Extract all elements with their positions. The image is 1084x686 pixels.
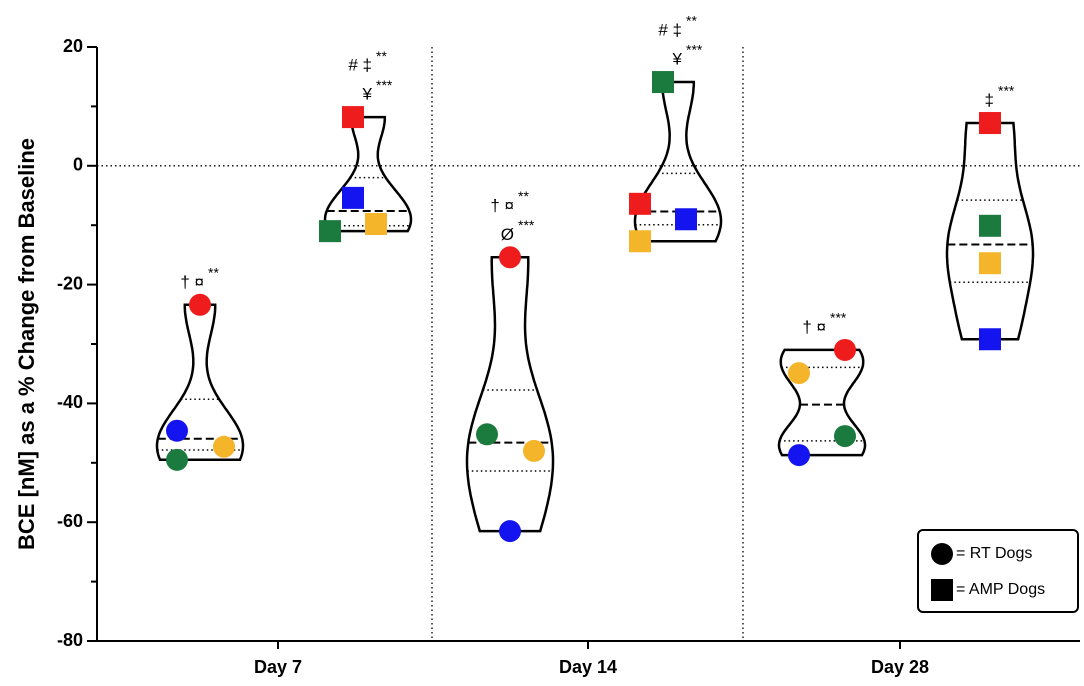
x-tick-label: Day 14 <box>559 657 617 677</box>
rt-dog-point <box>476 423 498 446</box>
amp-dog-point <box>979 214 1001 237</box>
amp-dog-point <box>652 71 674 94</box>
amp-dog-point <box>629 230 651 253</box>
x-tick-label: Day 7 <box>254 657 302 677</box>
rt-dog-point <box>834 338 856 361</box>
y-axis-title: BCE [nM] as a % Change from Baseline <box>14 138 39 550</box>
rt-dog-point <box>499 520 521 543</box>
annotation-stars: *** <box>830 310 847 326</box>
legend-marker <box>931 579 953 601</box>
violin <box>155 303 245 462</box>
violin <box>465 256 555 533</box>
annotation: ¥ <box>362 85 373 104</box>
y-tick-label: 0 <box>73 155 83 175</box>
amp-dog-point <box>979 328 1001 351</box>
rt-dog-point <box>788 362 810 385</box>
rt-dog-point <box>213 435 235 458</box>
annotation: † ¤ <box>802 317 826 336</box>
amp-dog-point <box>365 213 387 236</box>
legend-label: = AMP Dogs <box>956 581 1045 598</box>
amp-dog-point <box>342 106 364 129</box>
annotation-stars: ** <box>376 48 387 64</box>
y-tick-label: -80 <box>57 630 83 650</box>
amp-dog-point <box>979 112 1001 135</box>
amp-dog-point <box>675 208 697 231</box>
violin <box>323 115 413 233</box>
annotation: † ¤ <box>490 196 514 215</box>
legend-marker <box>931 543 953 565</box>
rt-dog-point <box>523 439 545 462</box>
amp-dog-point <box>979 252 1001 275</box>
violin <box>945 121 1035 341</box>
rt-dog-point <box>166 448 188 471</box>
legend-label: = RT Dogs <box>956 545 1032 562</box>
rt-dog-point <box>499 246 521 269</box>
annotation-stars: ** <box>518 188 529 204</box>
legend-box <box>917 529 1079 613</box>
rt-dog-point <box>166 419 188 442</box>
annotation-stars: ** <box>208 264 219 280</box>
annotation: ¥ <box>672 50 683 69</box>
x-tick-label: Day 28 <box>871 657 929 677</box>
rt-dog-point <box>834 425 856 448</box>
rt-dog-point <box>788 444 810 467</box>
annotation: Ø <box>501 225 514 244</box>
y-tick-label: -60 <box>57 511 83 531</box>
annotation-stars: *** <box>998 83 1015 99</box>
annotation: † ¤ <box>180 272 204 291</box>
violin <box>777 348 867 457</box>
rt-dog-point <box>189 293 211 316</box>
violin <box>633 80 723 243</box>
annotation: # ‡ <box>348 56 372 75</box>
y-tick-label: 20 <box>63 36 83 56</box>
amp-dog-point <box>629 192 651 215</box>
annotation-stars: *** <box>686 42 703 58</box>
annotation-stars: *** <box>376 77 393 93</box>
annotation: ‡ <box>985 91 994 110</box>
amp-dog-point <box>342 186 364 209</box>
y-tick-label: -20 <box>57 273 83 293</box>
amp-dog-point <box>319 220 341 243</box>
y-tick-label: -40 <box>57 392 83 412</box>
annotation-stars: *** <box>518 217 535 233</box>
annotation: # ‡ <box>658 21 682 40</box>
annotation-stars: ** <box>686 13 697 29</box>
